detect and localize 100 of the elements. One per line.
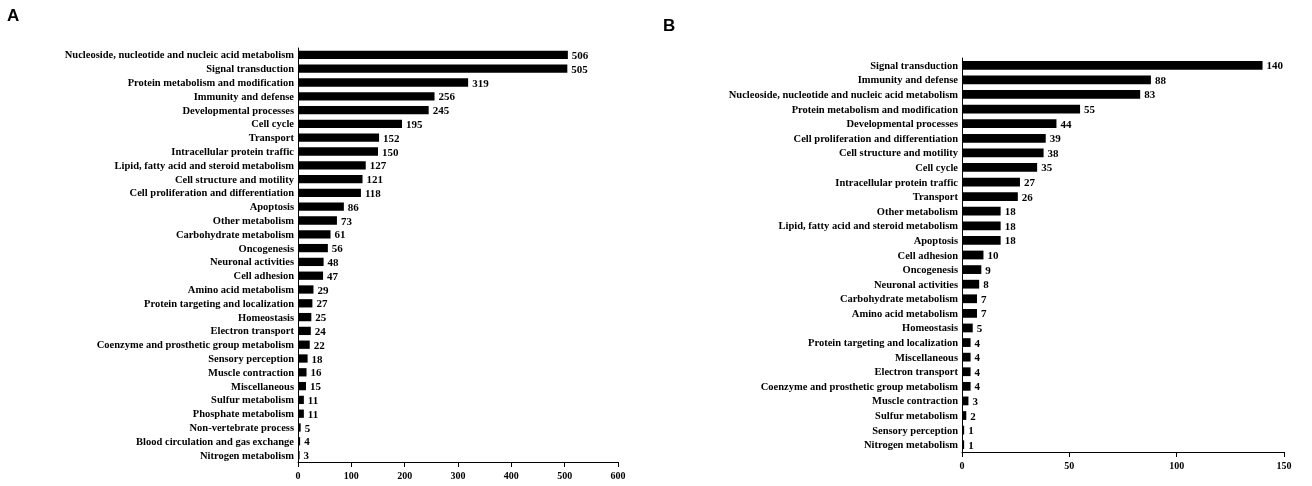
- data-label: 150: [382, 145, 399, 158]
- data-label: 11: [307, 407, 319, 420]
- y-tick-label: Nitrogen metabolism: [199, 449, 295, 461]
- y-tick-label: Cell structure and motility: [174, 173, 295, 185]
- data-label: 4: [974, 365, 981, 378]
- y-tick-label: Signal transduction: [206, 63, 295, 75]
- y-tick-label: Nitrogen metabolism: [863, 439, 959, 451]
- y-tick-label: Electron transport: [210, 325, 295, 337]
- data-label: 3: [972, 394, 979, 407]
- data-label: 24: [314, 324, 327, 337]
- y-tick-label: Cell cycle: [915, 161, 959, 173]
- y-tick-label: Signal transduction: [870, 59, 959, 71]
- y-tick-label: Sulfur metabolism: [211, 394, 295, 406]
- y-tick-label: Blood circulation and gas exchange: [136, 435, 295, 447]
- y-tick-label: Other metabolism: [212, 215, 295, 226]
- x-tick-label: 100: [1169, 459, 1185, 471]
- data-label: 121: [366, 173, 384, 186]
- data-label: 18: [311, 352, 324, 365]
- y-tick-label: Nucleoside, nucleotide and nucleic acid metabolism: [64, 49, 295, 61]
- data-label: 73: [340, 214, 353, 227]
- y-tick-label: Sulfur metabolism: [875, 410, 959, 422]
- data-label: 1: [968, 438, 974, 451]
- y-tick-label: Cell proliferation and differentiation: [793, 132, 959, 144]
- y-tick-label: Developmental processes: [846, 118, 958, 130]
- y-tick-label: Miscellaneous: [231, 380, 294, 392]
- y-tick-label: Transport: [912, 191, 959, 203]
- y-tick-label: Nucleoside, nucleotide and nucleic acid metabolism: [728, 88, 959, 100]
- data-label: 506: [571, 48, 589, 61]
- y-tick-label: Protein targeting and localization: [808, 337, 959, 349]
- y-tick-label: Phosphate metabolism: [192, 408, 295, 420]
- y-tick-label: Lipid, fatty acid and steroid metabolism: [114, 159, 295, 171]
- x-tick-label: 0: [959, 459, 965, 471]
- x-tick-label: 200: [397, 469, 413, 481]
- y-tick-label: Lipid, fatty acid and steroid metabolism: [778, 220, 959, 232]
- y-tick-label: Muscle contraction: [207, 366, 295, 378]
- data-label: 27: [1023, 176, 1036, 189]
- data-label: 319: [472, 76, 490, 89]
- data-label: 7: [981, 292, 988, 305]
- data-label: 18: [1004, 219, 1017, 232]
- y-tick-label: Apoptosis: [913, 234, 958, 246]
- y-tick-label: Protein metabolism and modification: [127, 77, 295, 88]
- data-label: 16: [310, 366, 323, 379]
- data-label: 9: [985, 263, 992, 276]
- data-label: 4: [304, 435, 311, 448]
- data-label: 22: [313, 338, 326, 351]
- x-tick-label: 0: [295, 469, 301, 481]
- y-tick-label: Amino acid metabolism: [187, 284, 295, 295]
- y-tick-label: Apoptosis: [249, 201, 294, 213]
- y-tick-label: Neuronal activities: [209, 256, 294, 268]
- x-tick-label: 300: [450, 469, 466, 481]
- data-label: 55: [1084, 103, 1096, 116]
- y-tick-label: Oncogenesis: [902, 264, 958, 276]
- y-tick-label: Homeostasis: [238, 311, 294, 323]
- y-tick-label: Coenzyme and prosthetic group metabolism: [96, 339, 295, 351]
- data-label: 256: [438, 90, 456, 103]
- x-tick-label: 50: [1064, 459, 1075, 471]
- data-label: 152: [383, 131, 401, 144]
- data-label: 61: [334, 228, 346, 241]
- data-label: 83: [1144, 88, 1156, 101]
- y-tick-label: Miscellaneous: [895, 351, 958, 363]
- data-label: 88: [1154, 73, 1167, 86]
- y-tick-label: Protein targeting and localization: [144, 297, 295, 309]
- y-tick-label: Non-vertebrate process: [189, 422, 294, 433]
- x-tick-label: 400: [503, 469, 519, 481]
- data-label: 4: [974, 380, 981, 393]
- y-tick-label: Immunity and defense: [193, 90, 295, 102]
- data-label: 48: [327, 255, 340, 268]
- x-tick-label: 100: [343, 469, 359, 481]
- data-label: 56: [331, 242, 344, 255]
- x-tick-label: 150: [1276, 459, 1292, 471]
- data-label: 8: [983, 278, 990, 291]
- y-tick-label: Cell adhesion: [233, 270, 295, 282]
- y-tick-label: Electron transport: [874, 366, 959, 378]
- y-tick-label: Neuronal activities: [873, 278, 958, 290]
- x-tick-label: 500: [557, 469, 573, 481]
- data-label: 27: [316, 297, 328, 310]
- y-tick-label: Amino acid metabolism: [851, 307, 959, 319]
- y-tick-label: Immunity and defense: [857, 74, 959, 86]
- data-label: 44: [1060, 117, 1072, 130]
- data-label: 15: [310, 380, 322, 393]
- data-label: 245: [432, 104, 450, 117]
- data-label: 35: [1041, 161, 1053, 174]
- y-tick-label: Cell structure and motility: [838, 147, 959, 159]
- y-tick-label: Transport: [248, 132, 295, 144]
- data-label: 29: [317, 283, 329, 296]
- data-label: 18: [1004, 234, 1017, 247]
- y-tick-label: Coenzyme and prosthetic group metabolism: [760, 380, 959, 392]
- data-label: 4: [974, 336, 981, 349]
- data-label: 5: [976, 321, 983, 334]
- text: A: [7, 6, 20, 25]
- y-tick-label: Cell proliferation and differentiation: [129, 187, 295, 199]
- y-tick-label: Oncogenesis: [238, 242, 294, 254]
- data-label: 47: [327, 269, 339, 282]
- data-label: 3: [303, 449, 310, 462]
- data-label: 127: [369, 159, 387, 172]
- y-tick-label: Homeostasis: [902, 322, 958, 334]
- data-label: 86: [347, 200, 360, 213]
- x-tick-label: 600: [610, 469, 626, 481]
- data-label: 38: [1047, 146, 1060, 159]
- data-label: 10: [987, 249, 999, 261]
